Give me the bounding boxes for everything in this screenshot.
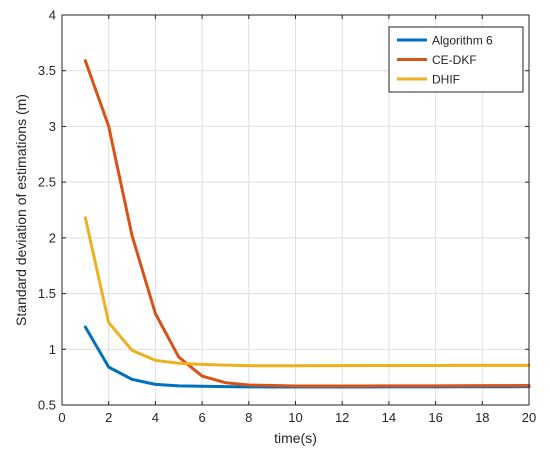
x-tick-label: 8: [245, 410, 252, 425]
x-tick-label: 4: [152, 410, 159, 425]
x-tick-label: 14: [382, 410, 396, 425]
y-axis-label: Standard deviation of estimations (m): [13, 94, 29, 326]
x-tick-label: 16: [428, 410, 442, 425]
x-tick-label: 2: [105, 410, 112, 425]
x-tick-label: 6: [198, 410, 205, 425]
y-tick-label: 1: [49, 342, 56, 357]
x-tick-label: 20: [522, 410, 536, 425]
y-tick-label: 3: [49, 119, 56, 134]
y-tick-label: 1.5: [38, 286, 56, 301]
grid: [62, 15, 529, 405]
x-tick-label: 0: [58, 410, 65, 425]
x-axis-label: time(s): [274, 430, 317, 446]
y-tick-label: 3.5: [38, 63, 56, 78]
y-tick-label: 4: [49, 8, 56, 23]
y-tick-label: 0.5: [38, 398, 56, 413]
x-tick-label: 18: [475, 410, 489, 425]
x-tick-label: 12: [335, 410, 349, 425]
series-line-algorithm-6: [83, 325, 531, 389]
legend-entry-label: CE-DKF: [432, 53, 477, 67]
legend-entry-label: DHIF: [432, 73, 460, 87]
series-line-ce-dkf: [83, 59, 531, 388]
y-tick-label: 2.5: [38, 175, 56, 190]
x-tick-label: 10: [288, 410, 302, 425]
axis-ticks: 0 2 4 6 8 10 12 14 16 18 20 0.5 1 1.5 2 2.5 3 3.5 4: [38, 8, 536, 426]
legend-entry-label: Algorithm 6: [432, 34, 493, 48]
y-tick-label: 2: [49, 230, 56, 245]
legend: Algorithm 6 CE-DKF DHIF: [388, 26, 524, 93]
series-line-dhif: [83, 216, 531, 368]
series-lines: [83, 59, 531, 389]
